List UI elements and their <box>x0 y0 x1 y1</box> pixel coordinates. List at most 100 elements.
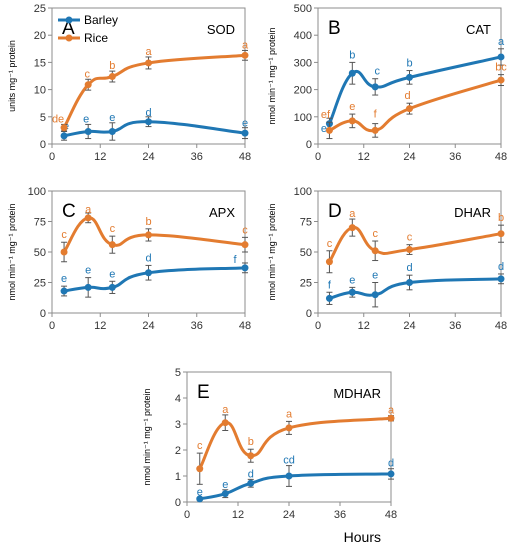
panel-a-rice-point <box>241 51 249 59</box>
panel-e-barley-sig-label: cd <box>283 455 295 467</box>
panel-a-barley-sig-label: e <box>242 118 248 130</box>
panel-b-barley-sig-label: b <box>349 49 355 61</box>
panel-e-rice-sig-label: a <box>222 404 229 416</box>
panel-a-ytick-label: 10 <box>34 85 46 97</box>
panel-a-ytick-label: 20 <box>34 30 46 42</box>
legend-rice-marker <box>65 34 73 42</box>
panel-e-xlabel: Hours <box>344 529 381 545</box>
panel-a-title: SOD <box>207 22 235 37</box>
panel-b-rice-sig-label: f <box>374 109 378 121</box>
panel-b-rice-sig-label: ef <box>321 109 331 121</box>
panel-c-barley-point <box>145 269 152 277</box>
panel-e-barley-point <box>387 470 395 478</box>
legend-barley-marker <box>65 16 73 24</box>
panel-a-xtick-label: 36 <box>191 151 203 163</box>
panel-a-letter: A <box>62 18 75 39</box>
panel-d-ytick-label: 75 <box>300 217 312 229</box>
panel-b-ytick-label: 200 <box>294 85 312 97</box>
panel-a-rice-sig-label: b <box>109 60 115 72</box>
panel-c-ytick-label: 50 <box>34 247 46 259</box>
panel-e-barley-sig-label: d <box>248 468 254 480</box>
panel-a-barley-point <box>145 118 152 126</box>
panel-a-ytick-label: 25 <box>34 3 46 15</box>
panel-c-rice-sig-label: c <box>61 229 67 241</box>
panel-b-xtick-label: 0 <box>315 151 321 163</box>
panel-d-barley-sig-label: e <box>349 274 355 286</box>
panel-b-ytick-label: 0 <box>306 139 312 151</box>
panel-d-barley-point <box>325 294 333 302</box>
panel-a-rice-line <box>62 53 246 129</box>
panel-e-barley-sig-label: e <box>222 479 228 491</box>
panel-d-letter: D <box>328 201 342 222</box>
panel-d-rice-sig-label: c <box>372 228 378 240</box>
panel-c-barley-sig-label: e <box>85 265 91 277</box>
panel-c-letter: C <box>62 201 76 222</box>
panel-e-rice-point <box>221 419 229 427</box>
panel-d-barley-sig-label: e <box>372 270 378 282</box>
panel-d-xtick-label: 24 <box>403 320 415 332</box>
panel-b-rice-sig-label: e <box>349 101 355 113</box>
panel-a-rice-point <box>145 59 152 67</box>
panel-c-barley-sig-label: e <box>109 268 115 280</box>
panel-b-rice-point <box>406 105 413 113</box>
panel-e-barley-sig-label: e <box>197 487 203 499</box>
panel-d-ytick-label: 25 <box>300 278 312 290</box>
panel-a-xtick-label: 12 <box>94 151 106 163</box>
panel-c-rice-point <box>60 248 68 256</box>
panel-c-barley-point <box>108 283 116 291</box>
panel-d-rice-sig-label: a <box>349 208 356 220</box>
panel-d-ytick-label: 0 <box>306 308 312 320</box>
panel-d-ytick-label: 100 <box>294 186 312 198</box>
panel-b-barley-sig-label: ef <box>321 123 331 135</box>
panel-c-xtick-label: 48 <box>239 320 251 332</box>
panel-a-barley-sig-label: e <box>83 113 89 125</box>
panel-d-ylabel: nmol min⁻¹ mg⁻¹ protein <box>267 203 277 300</box>
panel-e-title: MDHAR <box>333 386 381 401</box>
panel-b-xtick-label: 24 <box>403 151 415 163</box>
panel-b-xtick-label: 48 <box>495 151 507 163</box>
panel-c-barley-point <box>60 287 68 295</box>
panel-c-ytick-label: 100 <box>28 186 46 198</box>
panel-b-rice-point <box>348 117 356 125</box>
panel-c-rice-sig-label: c <box>110 223 116 235</box>
panel-d-title: DHAR <box>454 205 491 220</box>
panel-d-rice-point <box>348 224 356 232</box>
panel-c-rice-point <box>241 241 249 249</box>
panel-d-rice-sig-label: b <box>498 212 504 224</box>
panel-e-rice-sig-label: a <box>286 408 293 420</box>
panel-d-rice-sig-label: c <box>327 238 333 250</box>
panel-e-rice-point <box>247 452 255 460</box>
panel-c-rice-line <box>62 216 246 253</box>
panel-b-barley-sig-label: a <box>498 36 505 48</box>
panel-e-xtick-label: 12 <box>232 509 244 521</box>
panel-c-xtick-label: 36 <box>191 320 203 332</box>
panel-e-rice-point <box>387 414 395 422</box>
panel-e-rice-line <box>198 416 392 470</box>
panel-a-barley-sig-label: d <box>145 107 151 119</box>
panel-b-rice-point <box>371 126 379 134</box>
panel-e-rice-sig-label: a <box>388 405 395 417</box>
panel-e-barley-point <box>196 495 204 503</box>
panel-a-rice-point <box>84 81 92 89</box>
panel-c-title: APX <box>209 205 235 220</box>
panel-e-rice-point <box>285 424 293 432</box>
panel-e-barley-sig-label: d <box>388 458 394 470</box>
panel-e-rice-sig-label: b <box>248 436 254 448</box>
panel-a-ytick-label: 15 <box>34 57 46 69</box>
panel-c-ytick-label: 0 <box>40 308 46 320</box>
panel-b-title: CAT <box>466 22 491 37</box>
panel-d-barley-point <box>371 291 379 299</box>
panel-c-xtick-label: 12 <box>94 320 106 332</box>
panel-b-ylabel: nmol min⁻¹ mg⁻¹ protein <box>267 27 277 124</box>
panel-b-barley-point <box>348 69 356 77</box>
panel-a-barley-sig-label: e <box>109 112 115 124</box>
panel-b-barley-sig-label: b <box>406 58 412 70</box>
panel-a-xtick-label: 0 <box>49 151 55 163</box>
panel-d-rice-sig-label: c <box>407 232 413 244</box>
panel-e-barley-point <box>285 472 293 480</box>
panel-a-barley-point <box>108 127 116 135</box>
panel-d-barley-sig-label: d <box>498 261 504 273</box>
legend-barley-label: Barley <box>84 13 118 27</box>
panel-d-barley-point <box>497 275 505 283</box>
